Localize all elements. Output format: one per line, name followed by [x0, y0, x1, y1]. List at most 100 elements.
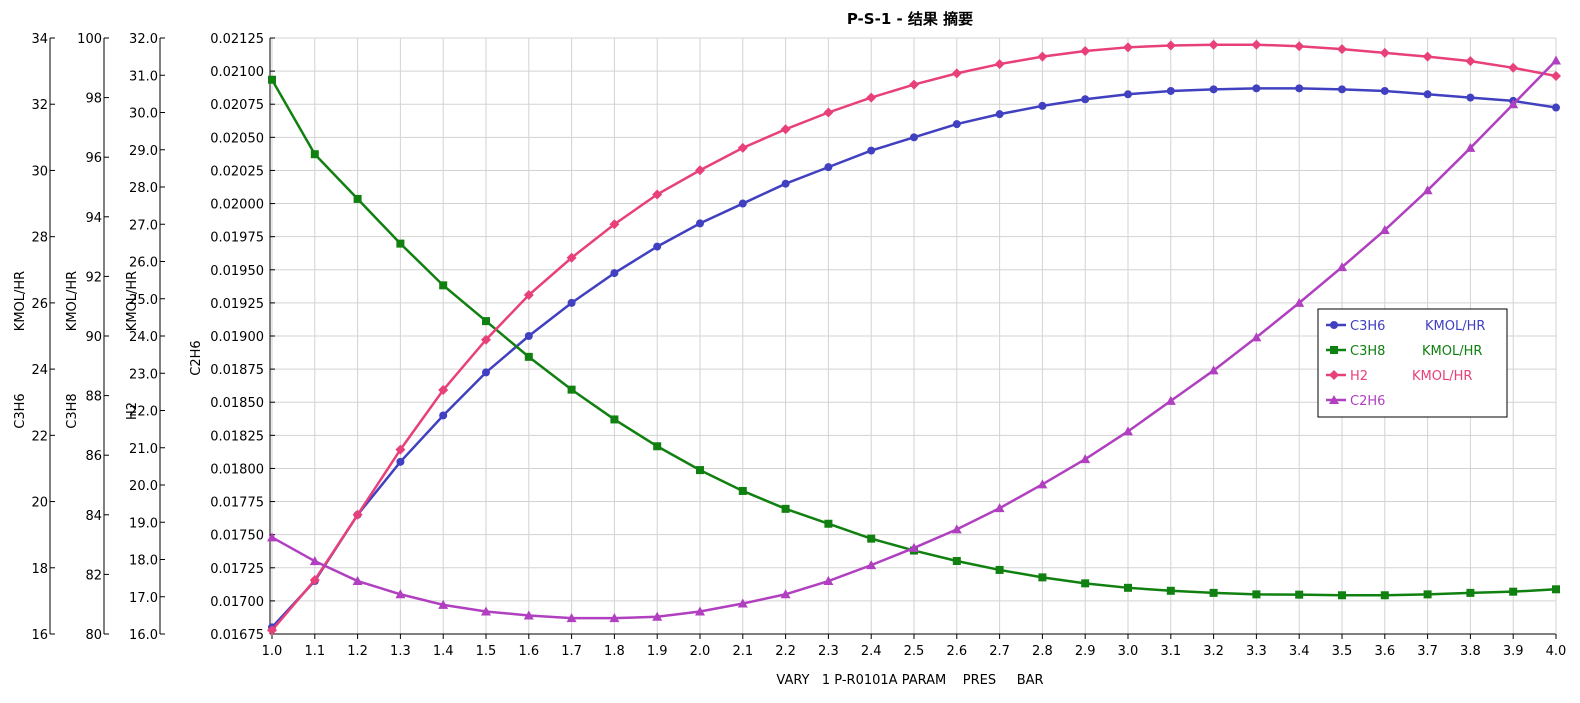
- x-tick-label: 2.9: [1075, 644, 1096, 659]
- data-point: [737, 142, 748, 153]
- data-point: [823, 107, 834, 118]
- data-point: [1080, 454, 1091, 464]
- data-point: [995, 110, 1004, 119]
- data-point: [481, 334, 491, 345]
- x-tick-label: 2.8: [1032, 644, 1053, 659]
- legend-box: [1317, 308, 1508, 418]
- axes: 1.0 1.1 1.2 1.3 1.4 1.5 1.6 1.7 1.8 1.9 2.0 2.1 2.2 2…: [13, 32, 1566, 659]
- y-tick-label-c3h8: 96: [85, 151, 102, 166]
- data-point: [867, 534, 876, 543]
- y-tick-label-c3h6: 34: [31, 32, 48, 47]
- data-point: [951, 68, 962, 79]
- x-tick-label: 1.8: [604, 644, 625, 659]
- data-point: [1379, 225, 1390, 235]
- data-point: [1165, 395, 1176, 405]
- data-point: [310, 150, 319, 159]
- x-tick-label: 1.6: [518, 644, 539, 659]
- x-tick-label: 3.5: [1332, 644, 1353, 659]
- legend-label: C3H8: [1350, 344, 1385, 359]
- legend-item: H2 KMOL/HR: [1326, 369, 1472, 384]
- data-point: [566, 613, 577, 623]
- data-point: [609, 613, 620, 623]
- legend-label: C3H6: [1350, 319, 1385, 334]
- data-point: [1037, 479, 1048, 489]
- data-point: [780, 589, 791, 599]
- y-tick-label-c3h8: 86: [85, 449, 102, 464]
- data-point: [1294, 41, 1305, 52]
- y-tick-label-c3h6: 22: [31, 429, 48, 444]
- y-tick-label-h2: 20.0: [129, 479, 158, 494]
- y-tick-label-c2h6: 0.02025: [210, 164, 264, 179]
- data-point: [1209, 588, 1218, 597]
- y-tick-label-h2: 27.0: [129, 218, 158, 233]
- data-point: [610, 415, 619, 424]
- data-point: [653, 442, 662, 451]
- data-point: [781, 504, 790, 513]
- x-tick-label: 2.3: [818, 644, 839, 659]
- data-point: [738, 199, 747, 208]
- data-point: [1466, 93, 1475, 102]
- data-point: [994, 59, 1005, 70]
- data-point: [609, 219, 620, 230]
- data-point: [1423, 590, 1432, 599]
- data-point: [1124, 583, 1132, 592]
- y-tick-label-c3h8: 88: [85, 390, 102, 405]
- y-tick-label-h2: 21.0: [129, 442, 158, 457]
- data-point: [1208, 39, 1219, 50]
- data-point: [1166, 86, 1175, 95]
- y-tick-label-c2h6: 0.01700: [210, 595, 264, 610]
- data-point: [652, 611, 663, 621]
- y-tick-label-h2: 28.0: [129, 181, 158, 196]
- y-tick-label-c2h6: 0.01975: [210, 231, 264, 246]
- x-axis-label: VARY 1 P-R0101A PARAM PRES BAR: [776, 673, 1043, 688]
- data-point: [1166, 586, 1175, 595]
- x-tick-label: 2.6: [946, 644, 967, 659]
- data-point: [1209, 85, 1218, 94]
- data-point: [781, 179, 790, 188]
- legend-item: C3H8 KMOL/HR: [1326, 344, 1482, 359]
- y-tick-label-h2: 24.0: [129, 330, 158, 345]
- data-point: [1252, 84, 1261, 93]
- data-point: [1423, 90, 1432, 99]
- data-point: [610, 269, 619, 278]
- y-tick-label-c2h6: 0.01725: [210, 562, 264, 577]
- data-point: [439, 411, 448, 420]
- x-tick-label: 3.9: [1503, 644, 1524, 659]
- data-point: [824, 163, 833, 172]
- data-point: [695, 606, 705, 616]
- data-point: [1338, 85, 1346, 94]
- data-point: [1037, 51, 1048, 62]
- data-point: [396, 239, 405, 248]
- y-tick-label-c3h6: 32: [31, 98, 48, 113]
- x-tick-label: 3.1: [1160, 644, 1181, 659]
- y-tick-label-c2h6: 0.01950: [210, 264, 264, 279]
- data-point: [910, 133, 918, 142]
- data-point: [1465, 142, 1476, 152]
- y-tick-label-h2: 29.0: [129, 144, 158, 159]
- y-tick-label-h2: 17.0: [129, 591, 158, 606]
- y-tick-label-c3h6: 26: [31, 297, 48, 312]
- data-point: [695, 165, 705, 176]
- data-point: [352, 576, 363, 586]
- series-c2h6: [267, 55, 1561, 623]
- x-tick-label: 1.2: [347, 644, 368, 659]
- x-tick-label: 3.8: [1460, 644, 1481, 659]
- data-point: [1080, 46, 1091, 57]
- legend-item: C2H6: [1326, 394, 1385, 409]
- x-tick-label: 1.3: [390, 644, 411, 659]
- y-tick-label-h2: 23.0: [129, 367, 158, 382]
- data-point: [1552, 103, 1560, 112]
- data-point: [1081, 95, 1090, 104]
- y-tick-label-c2h6: 0.02000: [210, 198, 264, 213]
- data-point: [1380, 591, 1389, 600]
- x-tick-label: 3.3: [1246, 644, 1267, 659]
- x-tick-label: 1.1: [304, 644, 325, 659]
- data-point: [567, 385, 576, 394]
- data-point: [1251, 39, 1262, 50]
- data-point: [1338, 591, 1346, 600]
- data-point: [567, 298, 576, 307]
- data-point: [909, 542, 919, 552]
- legend: C3H6 KMOL/HR C3H8 KMOL/HR H2 KMOL/HR C2H6: [1317, 308, 1508, 418]
- data-point: [309, 556, 320, 566]
- data-point: [1294, 297, 1305, 307]
